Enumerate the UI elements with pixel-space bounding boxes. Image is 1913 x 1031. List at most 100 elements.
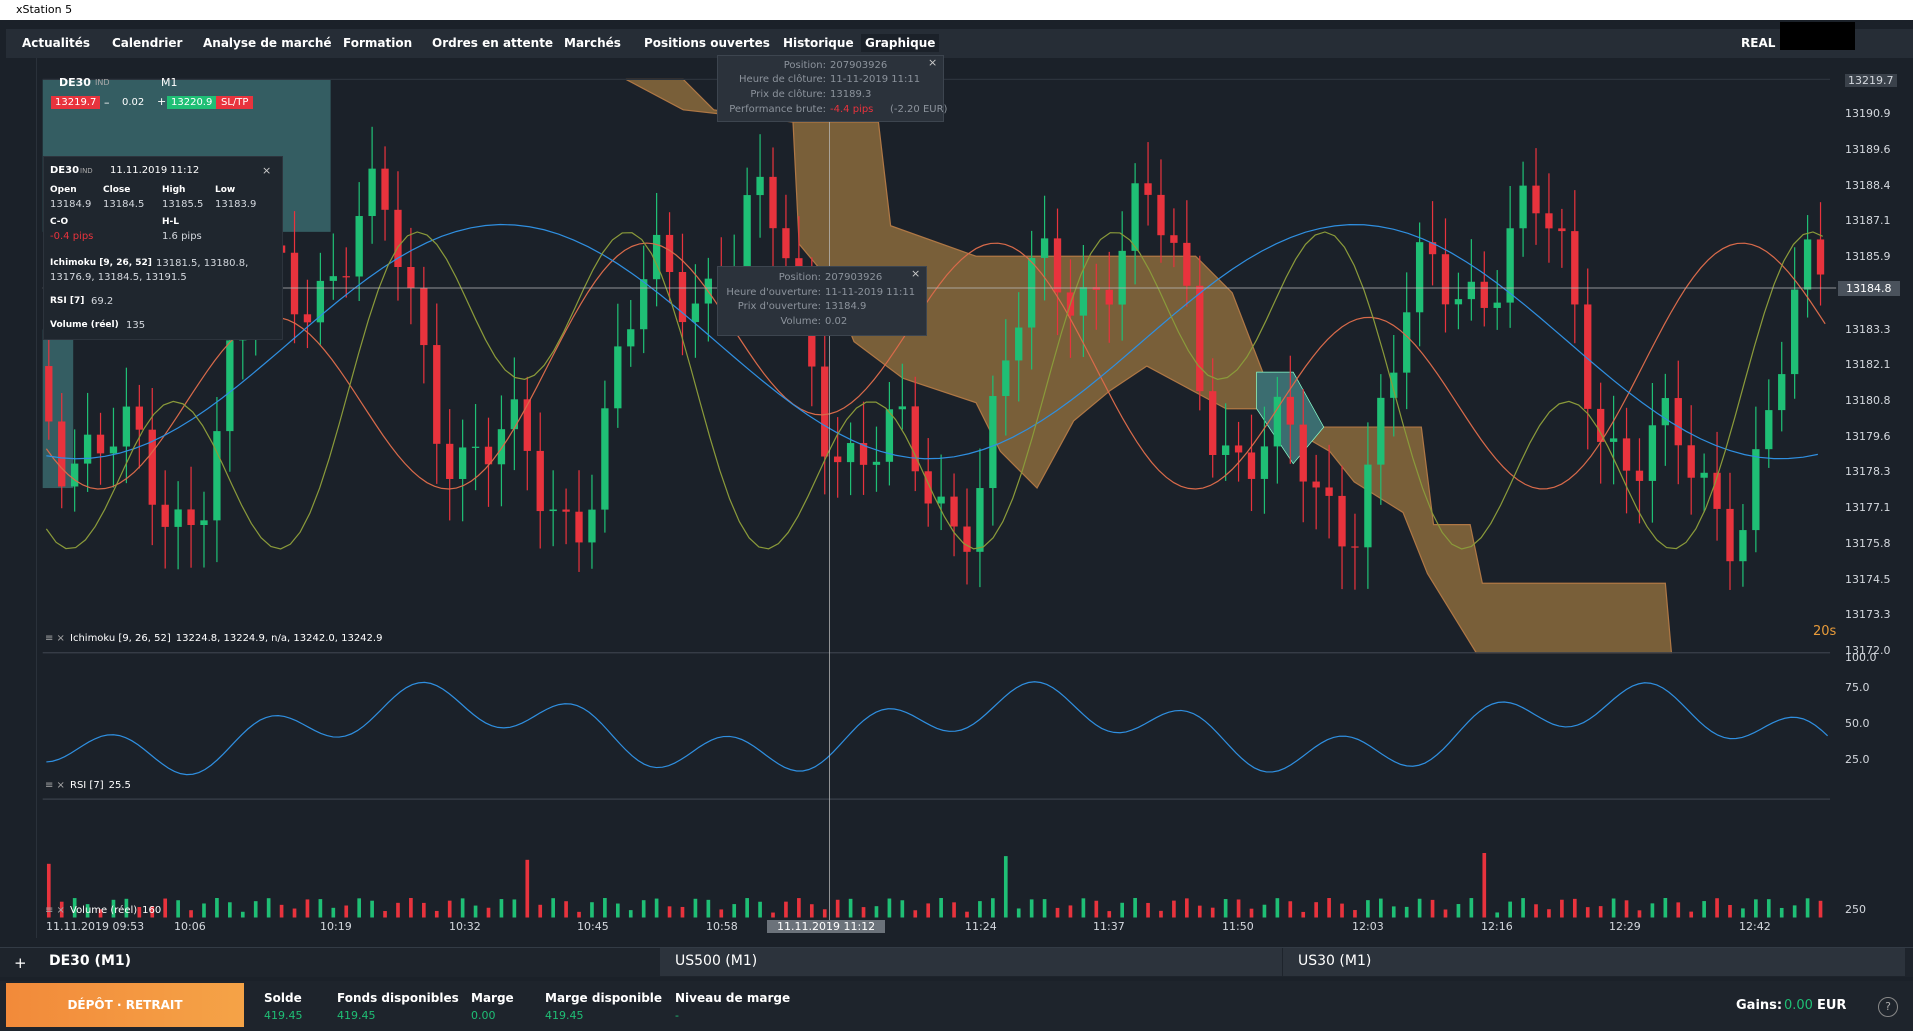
stat-label: Niveau de marge — [675, 991, 790, 1005]
tooltip-extra: (-2.20 EUR) — [890, 104, 947, 115]
volume-bar — [1560, 900, 1564, 918]
candle-body — [1261, 446, 1268, 479]
time-label: 12:42 — [1739, 920, 1771, 933]
nav-item[interactable]: Positions ouvertes — [644, 36, 770, 50]
volume-input[interactable]: 0.02 — [122, 97, 144, 108]
candle-body — [1119, 251, 1126, 305]
volume-bar — [849, 899, 853, 918]
time-label: 10:32 — [449, 920, 481, 933]
volume-bar — [616, 904, 620, 918]
volume-bar — [551, 898, 555, 917]
sltp-button[interactable]: SL/TP — [216, 96, 253, 109]
candle-body — [1196, 286, 1203, 391]
help-icon[interactable]: ? — [1878, 997, 1898, 1017]
nav-item[interactable]: Ordres en attente — [432, 36, 553, 50]
volume-bar — [1379, 899, 1383, 918]
rsi-label: 100.0 — [1845, 651, 1877, 664]
volume-bar — [254, 901, 258, 917]
nav-item[interactable]: Graphique — [861, 34, 939, 52]
volume-bar — [1004, 856, 1008, 917]
interval[interactable]: M1 — [161, 76, 178, 89]
candle-body — [304, 314, 311, 322]
account-mask — [1780, 22, 1855, 50]
candle-body — [1455, 299, 1462, 304]
candle-body — [1442, 254, 1449, 304]
indicator-label: Ichimoku [9, 26, 52] — [50, 258, 152, 268]
chart-tab[interactable]: US500 (M1) — [675, 953, 757, 969]
close-icon[interactable]: × — [262, 164, 271, 177]
tab-bg — [1283, 948, 1905, 976]
time-label: 10:45 — [577, 920, 609, 933]
nav-item[interactable]: Historique — [783, 36, 854, 50]
nav-item[interactable]: Marchés — [564, 36, 621, 50]
close-icon[interactable]: × — [911, 267, 920, 280]
legend-value: 160 — [142, 905, 161, 916]
candle-body — [950, 497, 957, 527]
candle-body — [343, 276, 350, 277]
candle-body — [1752, 449, 1759, 530]
volume-bar — [965, 912, 969, 918]
minus[interactable]: – — [104, 96, 110, 109]
candle-body — [963, 527, 970, 552]
plus[interactable]: + — [157, 95, 166, 108]
candle-body — [1494, 303, 1501, 308]
candle-body — [200, 520, 207, 525]
volume-bar — [1211, 908, 1215, 918]
volume-bar — [1651, 903, 1655, 917]
volume-bar — [732, 904, 736, 917]
candle-body — [782, 228, 789, 258]
stat-label: Solde — [264, 991, 302, 1005]
volume-bar — [1470, 898, 1474, 917]
candle-body — [420, 288, 427, 345]
volume-bar — [280, 905, 284, 918]
deposit-text[interactable]: DÉPÔT · RETRAIT — [67, 998, 182, 1012]
volume-bar — [1780, 908, 1784, 918]
candle-body — [187, 509, 194, 525]
candle-body — [1545, 213, 1552, 228]
account-type[interactable]: REAL — [1741, 36, 1775, 50]
volume-bar — [913, 910, 917, 917]
candle-body — [1041, 238, 1048, 258]
volume-bar — [525, 860, 529, 918]
volume-bar — [513, 899, 517, 917]
legend-value: 25.5 — [109, 780, 131, 791]
volume-bar — [1754, 899, 1758, 917]
volume-bar — [1327, 898, 1331, 917]
stat-value: 0.00 — [471, 1009, 496, 1022]
candle-body — [692, 304, 699, 323]
candle-body — [330, 276, 337, 281]
symbol: DE30 — [59, 76, 91, 89]
volume-bar — [1185, 898, 1189, 917]
volume-bar — [1405, 907, 1409, 918]
volume-bar — [745, 898, 749, 917]
add-tab[interactable]: + — [14, 954, 27, 972]
deposit-button[interactable]: DÉPÔT · RETRAIT — [6, 983, 244, 1027]
chart-tab[interactable]: DE30 (M1) — [49, 953, 131, 969]
buy-price[interactable]: 13220.9 — [167, 96, 216, 109]
candle-body — [562, 510, 569, 512]
field-value: 13183.9 — [215, 199, 256, 210]
close-icon[interactable]: × — [928, 56, 937, 69]
volume-bar — [1392, 906, 1396, 917]
sell-price[interactable]: 13219.7 — [51, 96, 100, 109]
chart-tab[interactable]: US30 (M1) — [1298, 953, 1371, 969]
volume-bar — [797, 898, 801, 917]
nav-item[interactable]: Actualités — [22, 36, 90, 50]
volume-bar — [939, 898, 943, 918]
candle-body — [1002, 360, 1009, 396]
nav-item[interactable]: Analyse de marché — [203, 36, 332, 50]
volume-bar — [810, 904, 814, 917]
volume-bar — [1276, 898, 1280, 917]
tooltip-value: 207903926 — [825, 272, 882, 283]
volume-bar — [1107, 911, 1111, 917]
nav-item[interactable]: Formation — [343, 36, 412, 50]
legend-label: Ichimoku [9, 26, 52] — [70, 633, 171, 644]
nav-item[interactable]: Calendrier — [112, 36, 182, 50]
volume-bar — [1534, 904, 1538, 917]
volume-bar — [1366, 900, 1370, 917]
volume-bar — [383, 911, 387, 917]
volume-bar — [1353, 910, 1357, 917]
candle-body — [666, 235, 673, 272]
candle-body — [1377, 398, 1384, 465]
